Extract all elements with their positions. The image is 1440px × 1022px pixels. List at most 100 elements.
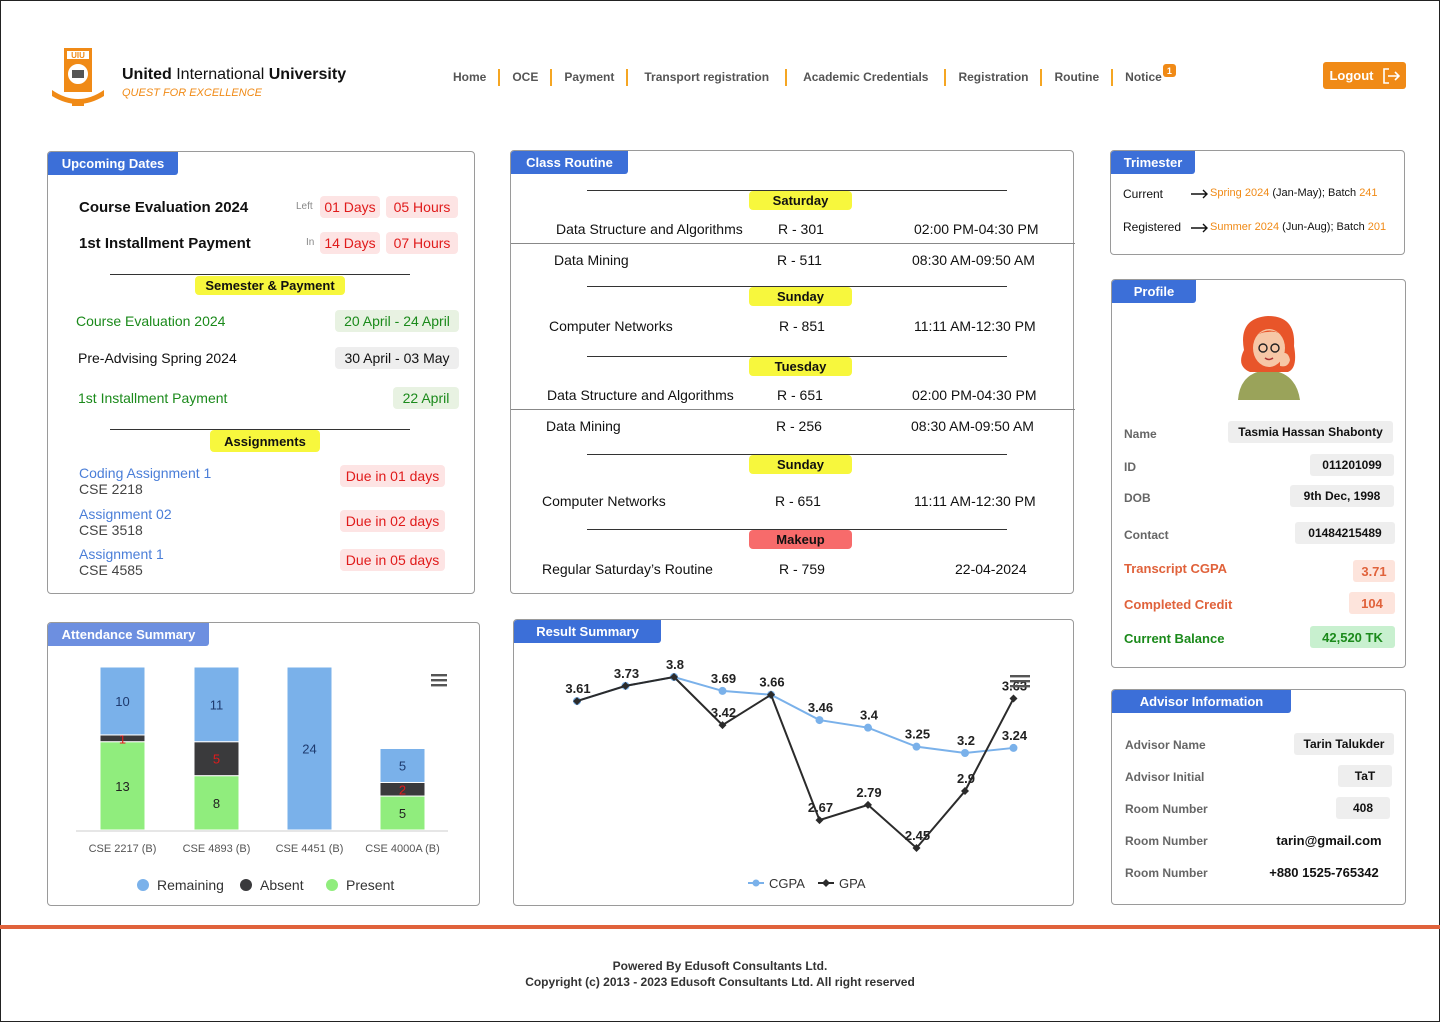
assignments-heading: Assignments xyxy=(210,430,320,452)
data-label: 5 xyxy=(399,758,406,773)
avatar xyxy=(1228,310,1310,407)
advisor-row-value[interactable]: tarin@gmail.com xyxy=(1266,829,1392,851)
event-date: 22 April xyxy=(393,387,459,409)
transcript-cgpa: 3.71 xyxy=(1353,560,1395,582)
footer-copyright: Copyright (c) 2013 - 2023 Edusoft Consul… xyxy=(525,975,915,989)
routine-room: R - 759 xyxy=(779,561,825,577)
data-label: 3.69 xyxy=(711,671,736,686)
routine-course: Data Structure and Algorithms xyxy=(547,387,734,403)
profile-title: Profile xyxy=(1112,280,1196,303)
assignment-course: CSE 2218 xyxy=(79,481,143,497)
routine-course: Data Mining xyxy=(554,252,629,268)
legend-label: Remaining xyxy=(157,877,224,893)
upcoming-dates-title: Upcoming Dates xyxy=(48,152,178,175)
assignment-due: Due in 02 days xyxy=(340,510,445,532)
data-point-gpa xyxy=(573,697,581,706)
data-point-cgpa xyxy=(1009,743,1018,752)
data-point-gpa xyxy=(864,800,872,809)
data-label: 8 xyxy=(213,796,220,811)
deadline-prefix: Left xyxy=(296,201,313,212)
footer-divider xyxy=(0,925,1440,929)
registered-label: Registered xyxy=(1123,220,1182,234)
legend-marker-absent xyxy=(240,879,252,891)
registered-trimester: Summer 2024 (Jun-Aug); Batch 201 xyxy=(1210,221,1387,233)
event-date: 30 April - 03 May xyxy=(335,347,459,369)
legend-label: Absent xyxy=(260,877,304,893)
data-label: 3.42 xyxy=(711,705,736,720)
nav-routine[interactable]: Routine xyxy=(1054,70,1100,84)
assignment-due: Due in 05 days xyxy=(340,549,445,571)
contact-label: Contact xyxy=(1124,528,1169,542)
data-label: 2 xyxy=(399,782,406,797)
data-point-gpa xyxy=(961,787,969,795)
routine-day: Saturday xyxy=(749,191,852,210)
assignment-course: CSE 3518 xyxy=(79,522,143,538)
cgpa-label: Transcript CGPA xyxy=(1124,561,1228,576)
routine-time: 08:30 AM-09:50 AM xyxy=(911,418,1034,434)
current-label: Current xyxy=(1123,187,1164,201)
data-label: 3.73 xyxy=(614,666,639,681)
routine-time: 11:11 AM-12:30 PM xyxy=(914,318,1036,334)
data-label: 3.24 xyxy=(1002,728,1028,743)
bar-segment-remaining xyxy=(193,666,240,743)
event-date: 20 April - 24 April xyxy=(335,310,459,332)
nav-notice[interactable]: Notice 1 xyxy=(1113,64,1176,84)
advisor-row-value[interactable]: +880 1525-765342 xyxy=(1259,861,1389,883)
data-label: 3.2 xyxy=(957,733,975,748)
bar-segment-remaining xyxy=(379,748,426,783)
legend-marker-remaining xyxy=(137,879,149,891)
uiu-logo[interactable]: UIU xyxy=(50,46,106,108)
tagline: QUEST FOR EXCELLENCE xyxy=(122,87,262,99)
assignment-name[interactable]: Coding Assignment 1 xyxy=(79,465,212,481)
nav-transport-registration[interactable]: Transport registration xyxy=(644,70,770,84)
advisor-row-label: Advisor Initial xyxy=(1125,770,1205,784)
dob-label: DOB xyxy=(1124,491,1151,505)
deadline-name: 1st Installment Payment xyxy=(79,235,251,252)
data-point-gpa xyxy=(1009,694,1018,703)
attendance-panel: Attendance Summary 13 1 10 CSE 2217 (B) 8 5 11… xyxy=(47,622,480,906)
id-label: ID xyxy=(1124,460,1136,474)
routine-day: Sunday xyxy=(749,455,852,474)
chart-menu-icon[interactable] xyxy=(1010,674,1030,688)
data-point-cgpa xyxy=(815,716,824,725)
semester-payment-heading: Semester & Payment xyxy=(195,276,345,295)
data-point-cgpa xyxy=(864,723,872,732)
legend-label: CGPA xyxy=(769,876,805,891)
routine-room: R - 256 xyxy=(776,418,822,434)
data-point-gpa xyxy=(815,816,824,825)
result-chart: 3.61 3.73 3.8 3.69 3.66 3.46 3.4 3.25 3.2 3.24 3.4… xyxy=(565,657,1028,891)
data-point-gpa xyxy=(767,690,775,699)
assignment-name[interactable]: Assignment 02 xyxy=(79,506,172,522)
nav-oce[interactable]: OCE xyxy=(512,70,539,84)
deadline-hours: 05 Hours xyxy=(386,196,458,218)
logout-button[interactable]: Logout xyxy=(1323,62,1406,89)
credit-label: Completed Credit xyxy=(1124,597,1233,612)
chart-menu-icon[interactable] xyxy=(431,673,447,687)
attendance-chart: 13 1 10 CSE 2217 (B) 8 5 11 CSE 4893 (B) 24 CSE 4… xyxy=(76,666,448,893)
main-nav: Home OCE Payment Transport registration … xyxy=(441,64,1176,86)
routine-time: 08:30 AM-09:50 AM xyxy=(912,252,1035,268)
nav-academic-credentials[interactable]: Academic Credentials xyxy=(803,70,929,84)
routine-time: 11:11 AM-12:30 PM xyxy=(914,493,1036,509)
nav-registration[interactable]: Registration xyxy=(958,70,1029,84)
data-label: 5 xyxy=(399,806,406,821)
data-label: 13 xyxy=(115,779,129,794)
routine-time: 22-04-2024 xyxy=(955,561,1027,577)
university-name: United International University xyxy=(122,66,347,83)
routine-course: Regular Saturday’s Routine xyxy=(542,561,713,577)
nav-payment[interactable]: Payment xyxy=(564,70,615,84)
data-label: 5 xyxy=(213,752,220,767)
assignment-name[interactable]: Assignment 1 xyxy=(79,546,164,562)
series-line-gpa xyxy=(576,675,1015,850)
nav-home[interactable]: Home xyxy=(453,70,487,84)
event-name: 1st Installment Payment xyxy=(78,390,228,406)
result-panel: Result Summary 3.61 3.73 3.8 3.69 3.66 3.46 3.… xyxy=(513,619,1074,906)
current-trimester: Spring 2024 (Jan-May); Batch 241 xyxy=(1210,187,1378,199)
footer-powered: Powered By Edusoft Consultants Ltd. xyxy=(612,959,828,973)
legend-marker-present xyxy=(326,879,338,891)
logo-text: UIU xyxy=(71,51,85,60)
routine-room: R - 651 xyxy=(777,387,823,403)
trimester-panel: Trimester Current Spring 2024 (Jan-May);… xyxy=(1110,150,1405,255)
data-point-gpa xyxy=(670,673,678,681)
legend-marker-gpa xyxy=(822,879,830,887)
